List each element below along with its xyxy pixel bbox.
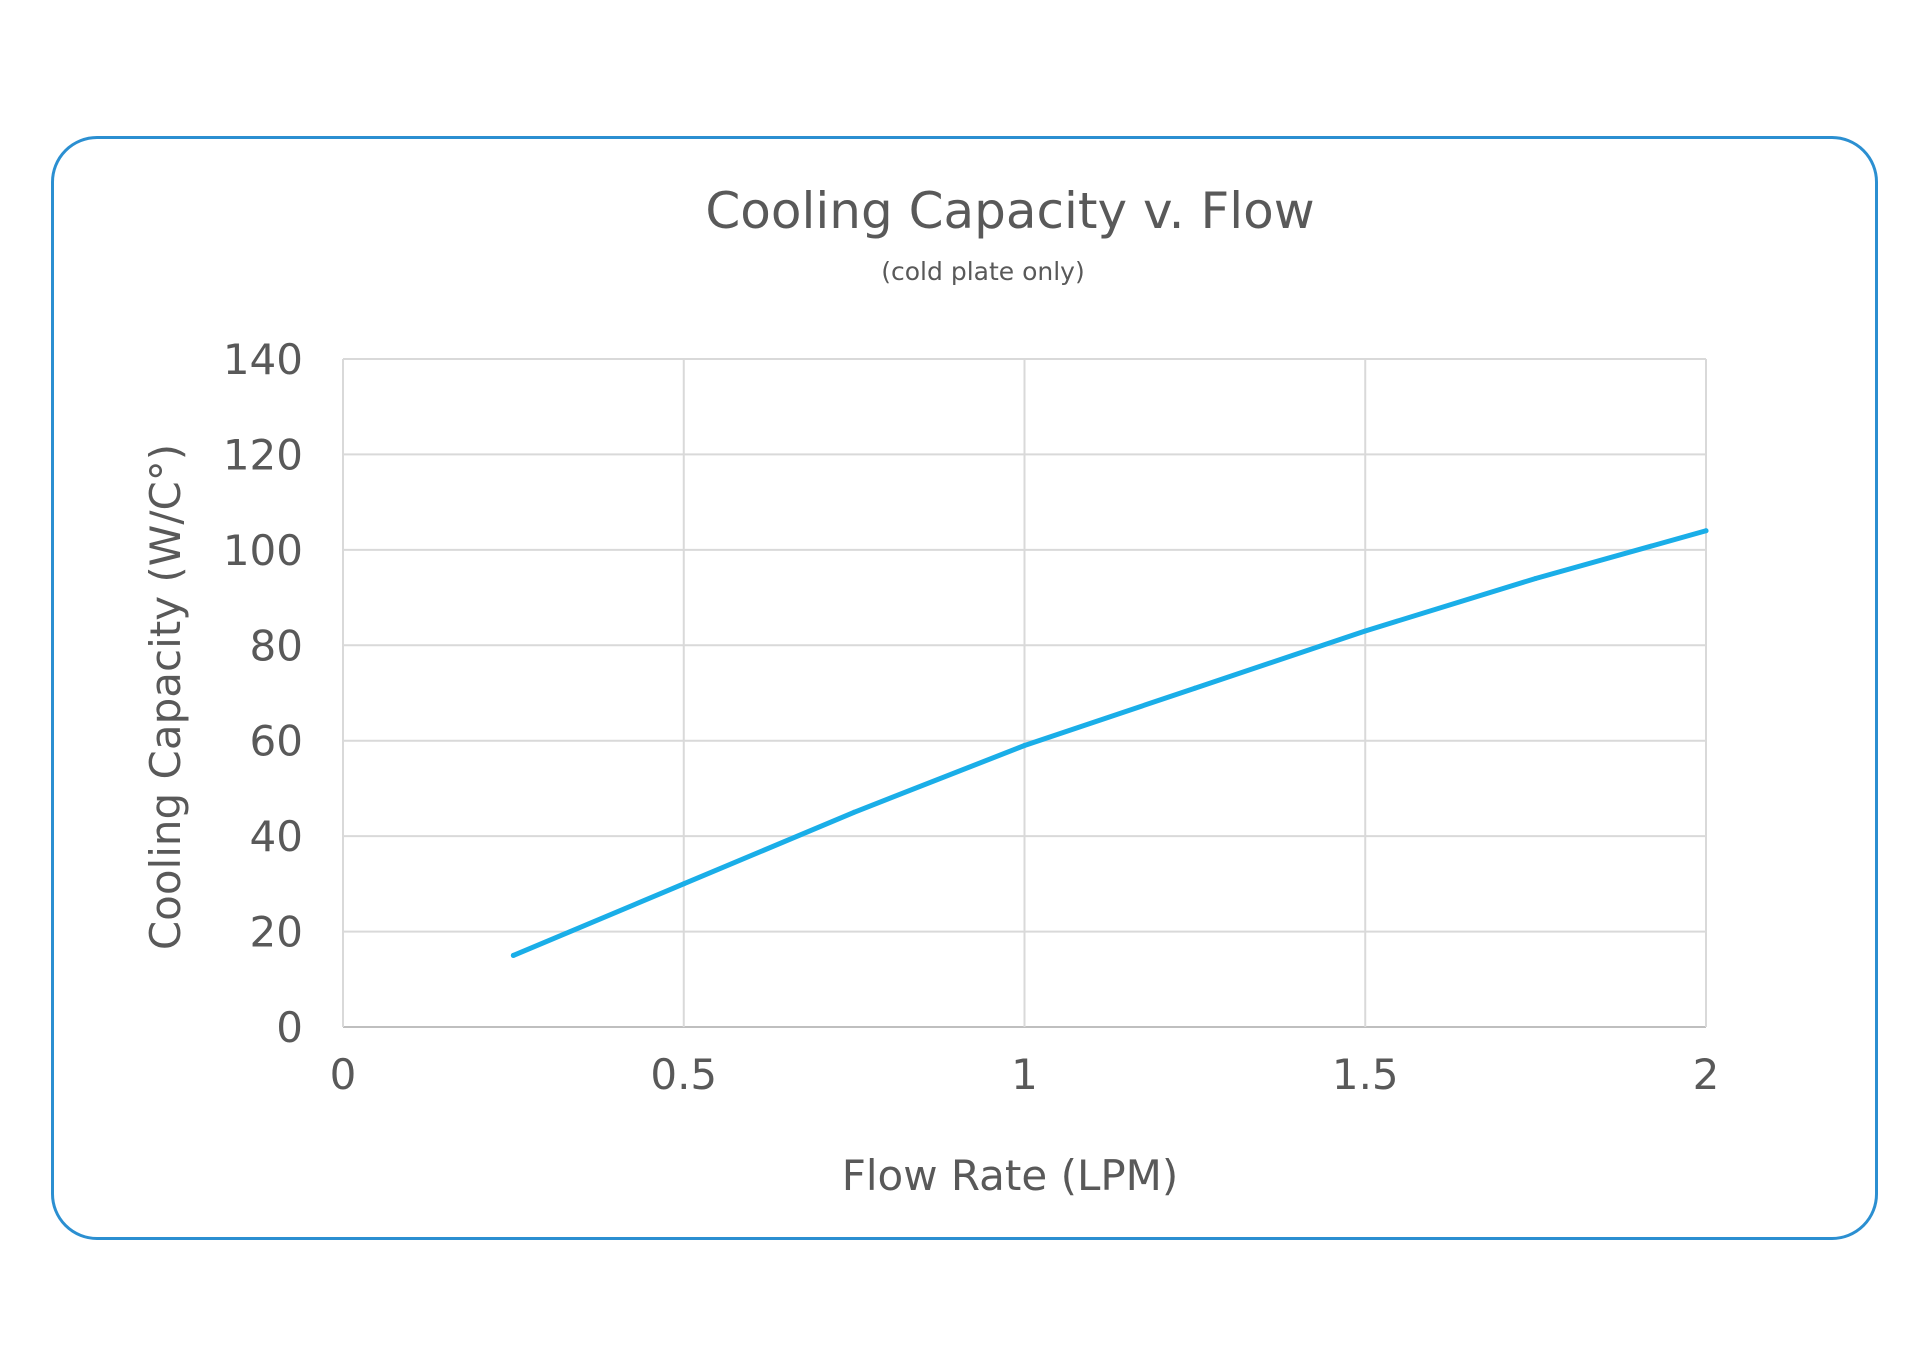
y-tick-label: 140 (223, 335, 303, 384)
y-tick-label: 40 (250, 812, 303, 861)
x-tick-labels: 0 0.5 1 1.5 2 (330, 1050, 1720, 1099)
chart-subtitle: (cold plate only) (881, 257, 1084, 286)
series-point (851, 809, 857, 815)
y-tick-label: 120 (223, 430, 303, 479)
x-tick-label: 0.5 (650, 1050, 717, 1099)
series-point (1703, 528, 1709, 534)
chart-frame (51, 136, 1878, 1240)
series-line (510, 528, 1709, 958)
x-axis-label: Flow Rate (LPM) (842, 1151, 1179, 1200)
y-tick-label: 20 (250, 908, 303, 957)
y-tick-label: 80 (250, 621, 303, 670)
x-tick-label: 0 (330, 1050, 357, 1099)
y-tick-labels: 0 20 40 60 80 100 120 140 (223, 335, 303, 1052)
x-tick-label: 1.5 (1332, 1050, 1399, 1099)
series-point (681, 881, 687, 887)
y-tick-label: 60 (250, 717, 303, 766)
x-tick-label: 2 (1693, 1050, 1720, 1099)
series-layer (510, 528, 1709, 958)
x-tick-label: 1 (1011, 1050, 1038, 1099)
series-point (1192, 685, 1198, 691)
series-point (1022, 742, 1027, 748)
y-tick-label: 0 (276, 1003, 303, 1052)
series-point (1533, 575, 1539, 581)
series-point (1362, 628, 1368, 634)
y-axis-label: Cooling Capacity (W/C°) (141, 444, 190, 950)
series-point (510, 952, 516, 958)
grid-layer (342, 358, 1707, 1028)
y-tick-label: 100 (223, 526, 303, 575)
chart-title: Cooling Capacity v. Flow (705, 182, 1314, 240)
